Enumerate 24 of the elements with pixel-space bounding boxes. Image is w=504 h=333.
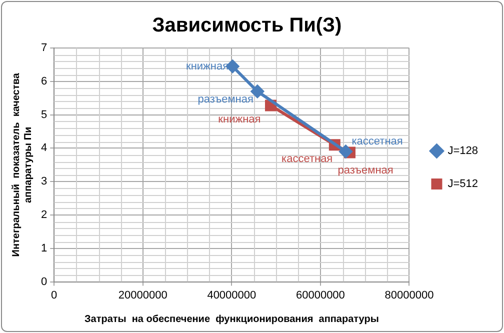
y-tick-label: 2 bbox=[40, 209, 48, 222]
y-tick-label: 0 bbox=[40, 276, 48, 288]
legend-label: J=512 bbox=[448, 178, 478, 190]
y-tick-label: 4 bbox=[40, 142, 48, 154]
x-tick-label: 60000000 bbox=[296, 289, 345, 302]
annotation: кассетная bbox=[282, 152, 333, 165]
y-tick-label: 6 bbox=[40, 75, 48, 88]
annotation: разъемная bbox=[338, 164, 394, 177]
x-tick-label: 20000000 bbox=[118, 289, 168, 302]
annotation: книжная bbox=[186, 60, 229, 72]
x-axis-title: Затраты на обеспечение функционирования аппаратуры bbox=[84, 314, 379, 325]
y-tick-label: 3 bbox=[40, 176, 48, 188]
x-tick-label: 0 bbox=[51, 289, 58, 302]
chart-title: Зависимость Пи(З) bbox=[152, 14, 342, 37]
annotation: кассетная bbox=[352, 136, 403, 148]
y-tick-label: 1 bbox=[40, 242, 48, 254]
x-tick-label: 40000000 bbox=[207, 289, 256, 302]
y-tick-label: 5 bbox=[40, 108, 48, 121]
annotation: разъемная bbox=[198, 93, 254, 106]
legend-label: J=128 bbox=[448, 145, 478, 158]
y-axis-title: Интегральный показатель качества аппаратуры Пи bbox=[10, 72, 34, 257]
annotation: книжная bbox=[218, 113, 261, 126]
x-tick-label: 80000000 bbox=[384, 289, 434, 302]
y-tick-label: 7 bbox=[40, 42, 48, 54]
